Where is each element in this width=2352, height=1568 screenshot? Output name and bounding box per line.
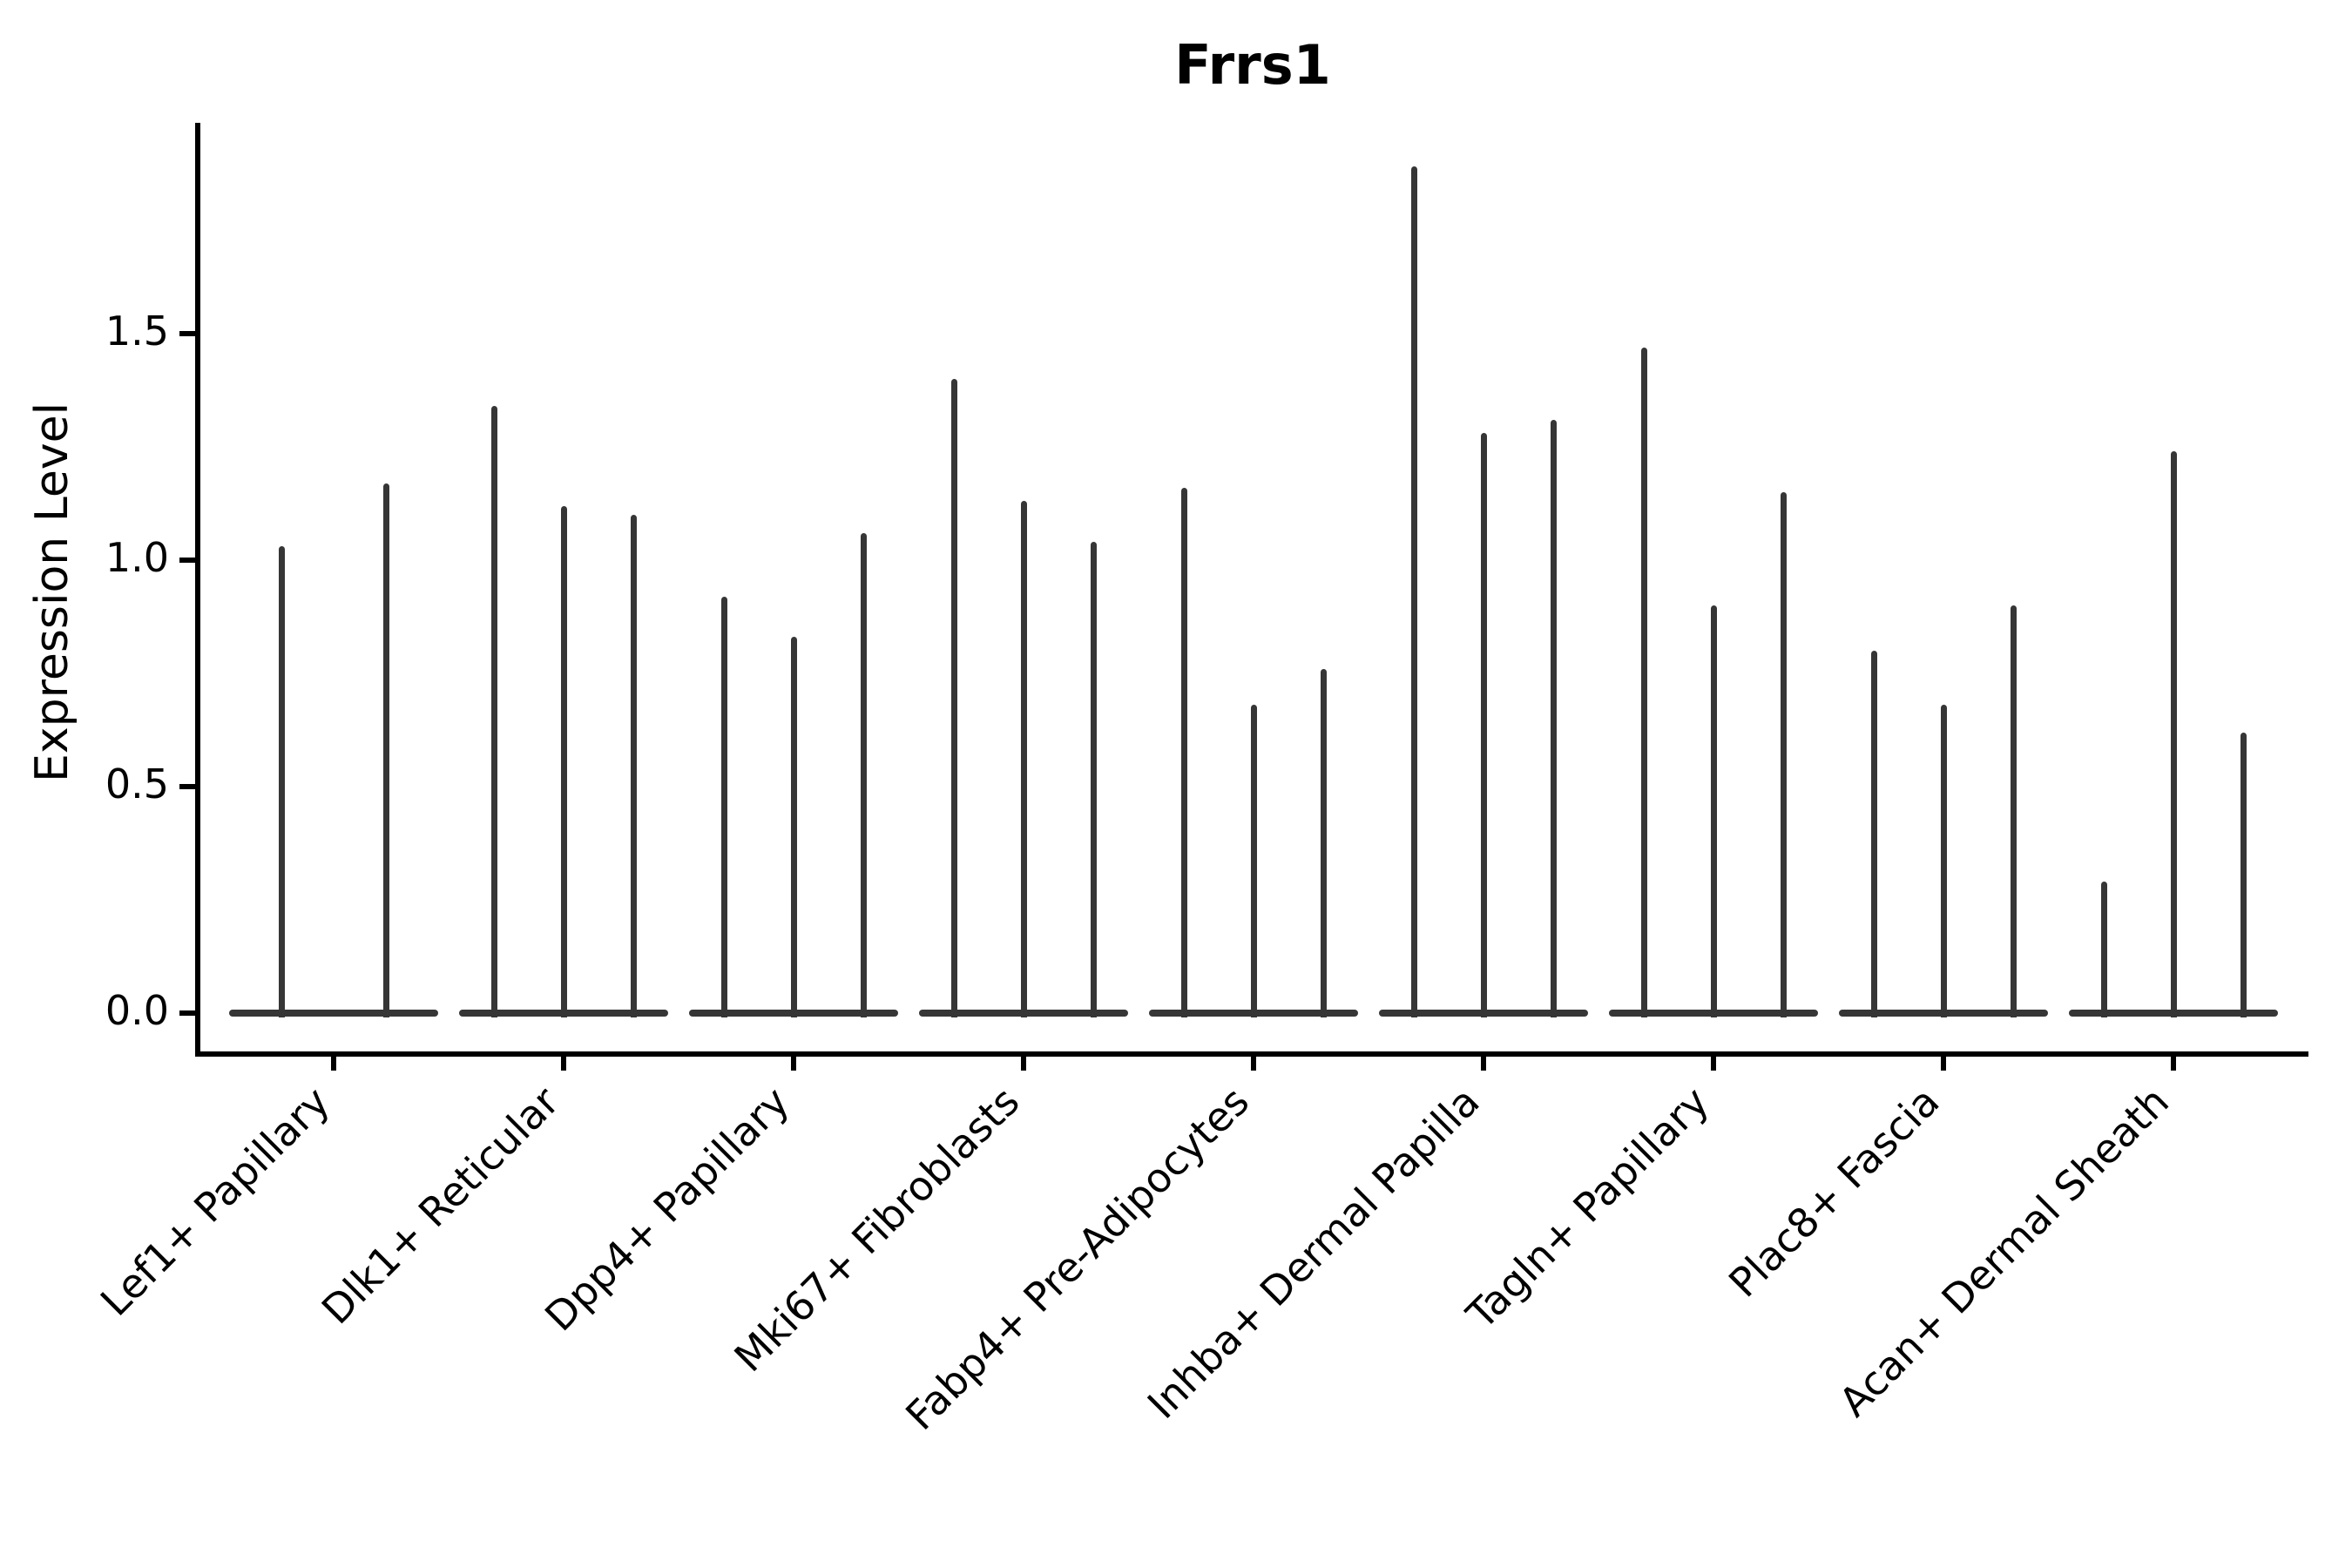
x-tick-label: Dpp4+ Papillary <box>536 1078 799 1341</box>
violin-spike <box>1020 501 1027 1017</box>
violin-spike <box>1710 605 1717 1017</box>
x-tick-mark <box>1251 1057 1256 1071</box>
y-tick-mark <box>179 331 195 336</box>
violin-spike <box>1940 705 1947 1017</box>
violin-spike <box>382 483 389 1017</box>
violin-spike <box>2240 732 2247 1017</box>
violin-spike <box>1640 347 1647 1017</box>
y-axis-label: Expression Level <box>26 402 78 783</box>
x-tick-mark <box>331 1057 336 1071</box>
x-tick-label: Plac8+ Fascia <box>1719 1078 1949 1307</box>
violin-spike <box>1410 166 1417 1017</box>
x-tick-mark <box>1021 1057 1026 1071</box>
violin-spike <box>2010 605 2017 1017</box>
y-tick-mark <box>179 558 195 563</box>
x-tick-mark <box>2171 1057 2176 1071</box>
y-tick-label: 1.0 <box>105 534 169 581</box>
x-tick-mark <box>1481 1057 1486 1071</box>
violin-spike <box>790 637 797 1017</box>
x-tick-label: Tagln+ Papillary <box>1457 1078 1719 1339</box>
violin-spike <box>1780 492 1787 1017</box>
violin-spike <box>278 546 285 1017</box>
violin-spike <box>560 505 567 1017</box>
violin-spike <box>720 596 727 1017</box>
violin-spike <box>1180 487 1187 1017</box>
violin-spike <box>860 532 867 1017</box>
violin-spike <box>490 406 497 1017</box>
y-tick-mark <box>179 1010 195 1016</box>
x-tick-label: Dlk1+ Reticular <box>313 1078 569 1334</box>
violin-spike <box>2170 451 2177 1017</box>
violin-spike <box>1320 668 1327 1017</box>
y-tick-label: 0.5 <box>105 760 169 808</box>
x-tick-mark <box>1941 1057 1946 1071</box>
violin-spike <box>1870 651 1877 1017</box>
violin-spike <box>1090 542 1097 1017</box>
y-tick-label: 1.5 <box>105 308 169 355</box>
y-tick-mark <box>179 784 195 789</box>
violin-spike <box>2100 882 2107 1017</box>
violin-base <box>229 1010 438 1017</box>
y-tick-label: 0.0 <box>105 987 169 1034</box>
violin-spike <box>950 379 957 1017</box>
x-tick-label: Lef1+ Papillary <box>91 1078 339 1326</box>
x-tick-mark <box>791 1057 796 1071</box>
violin-spike <box>630 515 637 1017</box>
x-tick-mark <box>561 1057 566 1071</box>
x-tick-mark <box>1711 1057 1716 1071</box>
violin-spike <box>1550 419 1557 1017</box>
chart-title: Frrs1 <box>1174 33 1331 97</box>
violin-spike <box>1480 433 1487 1017</box>
violin-spike <box>1250 705 1257 1017</box>
